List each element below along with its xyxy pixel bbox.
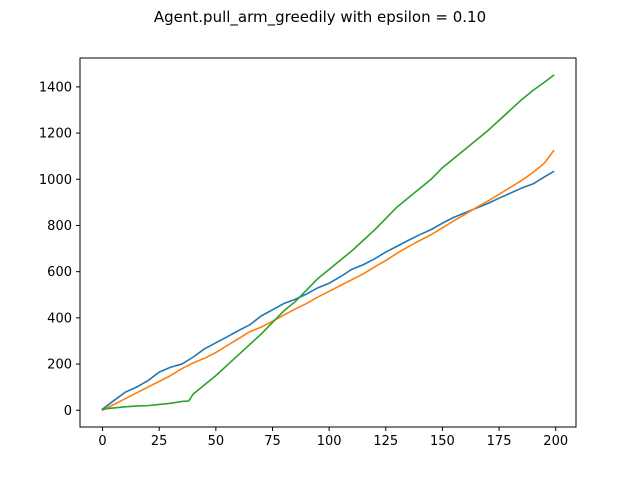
y-axis: 0 200 400 600 800 1000 1200 1400 [39, 80, 80, 419]
x-tick-label: 25 [151, 434, 168, 449]
y-tick-label: 1400 [39, 80, 72, 95]
x-tick-label: 200 [543, 434, 568, 449]
x-tick-label: 50 [208, 434, 225, 449]
plot-area: 0 25 50 75 100 125 150 175 200 0 200 400 600 800 1000… [39, 57, 577, 449]
x-tick-label: 75 [264, 434, 281, 449]
y-tick-label: 600 [47, 265, 72, 280]
x-tick-label: 175 [487, 434, 512, 449]
y-tick-label: 800 [47, 219, 72, 234]
axes-background [80, 58, 576, 427]
x-tick-label: 125 [373, 434, 398, 449]
y-tick-label: 1200 [39, 127, 72, 142]
series-line-1 [101, 170, 555, 411]
x-axis: 0 25 50 75 100 125 150 175 200 [98, 427, 568, 449]
series-line-2 [101, 149, 555, 412]
x-tick-label: 0 [98, 434, 106, 449]
chart-title: Agent.pull_arm_greedily with epsilon = 0… [154, 8, 486, 27]
x-tick-label: 100 [317, 434, 342, 449]
x-tick-label: 150 [430, 434, 455, 449]
y-tick-label: 200 [47, 358, 72, 373]
y-tick-label: 400 [47, 311, 72, 326]
y-tick-label: 0 [64, 404, 72, 419]
series-line-3 [101, 74, 555, 410]
series-layer [101, 74, 555, 412]
y-tick-label: 1000 [39, 173, 72, 188]
axes-frame [79, 57, 577, 428]
